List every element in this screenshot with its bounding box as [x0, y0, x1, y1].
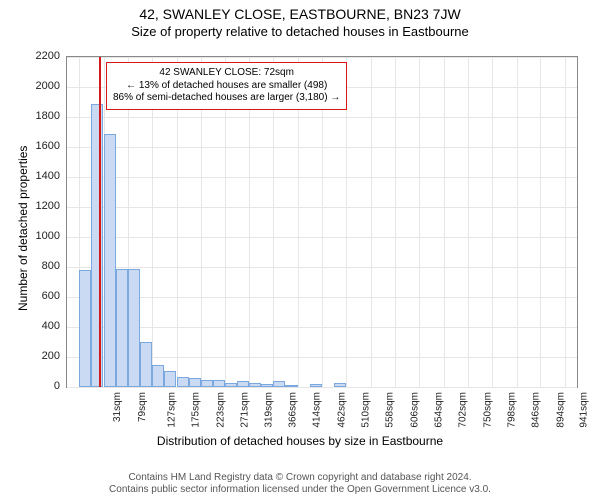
histogram-bar — [152, 365, 164, 388]
y-tick-label: 1000 — [0, 230, 60, 242]
x-tick-label: 846sqm — [531, 392, 542, 428]
y-tick-label: 1400 — [0, 170, 60, 182]
histogram-bar — [225, 383, 237, 388]
x-tick-label: 702sqm — [458, 392, 469, 428]
x-tick-label: 414sqm — [312, 392, 323, 428]
histogram-bar — [273, 381, 285, 387]
x-tick-label: 558sqm — [385, 392, 396, 428]
footer: Contains HM Land Registry data © Crown c… — [0, 472, 600, 496]
annotation-box: 42 SWANLEY CLOSE: 72sqm ← 13% of detache… — [106, 62, 347, 110]
y-tick-label: 1600 — [0, 140, 60, 152]
x-tick-label: 510sqm — [361, 392, 372, 428]
x-gridline — [395, 57, 396, 387]
y-tick-label: 2000 — [0, 80, 60, 92]
histogram-bar — [285, 385, 297, 387]
y-tick-label: 1800 — [0, 110, 60, 122]
histogram-bar — [201, 380, 213, 388]
histogram-bar — [310, 384, 322, 387]
histogram-bar — [104, 134, 116, 388]
y-tick-label: 1200 — [0, 200, 60, 212]
x-gridline — [419, 57, 420, 387]
x-tick-label: 366sqm — [288, 392, 299, 428]
histogram-bar — [128, 269, 140, 388]
footer-line-2: Contains public sector information licen… — [0, 484, 600, 496]
x-tick-label: 462sqm — [336, 392, 347, 428]
x-tick-label: 798sqm — [507, 392, 518, 428]
y-tick-label: 800 — [0, 260, 60, 272]
page-subtitle: Size of property relative to detached ho… — [0, 24, 600, 39]
x-gridline — [492, 57, 493, 387]
y-tick-label: 600 — [0, 290, 60, 302]
histogram-bar — [213, 380, 225, 388]
histogram-bar — [237, 381, 249, 387]
page-title: 42, SWANLEY CLOSE, EASTBOURNE, BN23 7JW — [0, 6, 600, 22]
histogram-bar — [189, 378, 201, 387]
histogram-bar — [116, 269, 128, 388]
y-tick-label: 400 — [0, 320, 60, 332]
chart-container: 42, SWANLEY CLOSE, EASTBOURNE, BN23 7JW … — [0, 0, 600, 500]
x-tick-label: 654sqm — [434, 392, 445, 428]
annotation-line-2: ← 13% of detached houses are smaller (49… — [113, 80, 340, 93]
x-tick-label: 175sqm — [191, 392, 202, 428]
histogram-bar — [79, 270, 91, 387]
x-axis-label: Distribution of detached houses by size … — [0, 434, 600, 448]
x-tick-label: 271sqm — [239, 392, 250, 428]
y-tick-label: 200 — [0, 350, 60, 362]
x-tick-label: 127sqm — [166, 392, 177, 428]
annotation-line-3: 86% of semi-detached houses are larger (… — [113, 92, 340, 105]
y-tick-label: 2200 — [0, 50, 60, 62]
x-gridline — [540, 57, 541, 387]
histogram-bar — [177, 377, 189, 388]
x-tick-label: 750sqm — [482, 392, 493, 428]
footer-line-1: Contains HM Land Registry data © Crown c… — [0, 472, 600, 484]
x-tick-label: 606sqm — [409, 392, 420, 428]
annotation-line-1: 42 SWANLEY CLOSE: 72sqm — [113, 67, 340, 80]
histogram-bar — [91, 104, 103, 388]
x-tick-label: 894sqm — [555, 392, 566, 428]
y-gridline — [67, 387, 577, 388]
property-marker-line — [99, 57, 101, 387]
histogram-bar — [140, 342, 152, 387]
x-tick-label: 319sqm — [264, 392, 275, 428]
histogram-bar — [249, 383, 261, 388]
x-tick-label: 941sqm — [579, 392, 590, 428]
x-tick-label: 223sqm — [215, 392, 226, 428]
x-gridline — [468, 57, 469, 387]
histogram-bar — [334, 383, 346, 388]
x-tick-label: 31sqm — [112, 392, 123, 422]
x-tick-label: 79sqm — [137, 392, 148, 422]
x-gridline — [565, 57, 566, 387]
histogram-bar — [164, 371, 176, 388]
histogram-bar — [261, 384, 273, 387]
x-gridline — [371, 57, 372, 387]
x-gridline — [517, 57, 518, 387]
y-tick-label: 0 — [0, 380, 60, 392]
x-gridline — [444, 57, 445, 387]
